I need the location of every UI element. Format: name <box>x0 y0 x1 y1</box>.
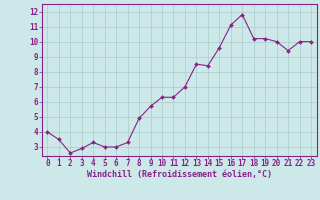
X-axis label: Windchill (Refroidissement éolien,°C): Windchill (Refroidissement éolien,°C) <box>87 170 272 179</box>
